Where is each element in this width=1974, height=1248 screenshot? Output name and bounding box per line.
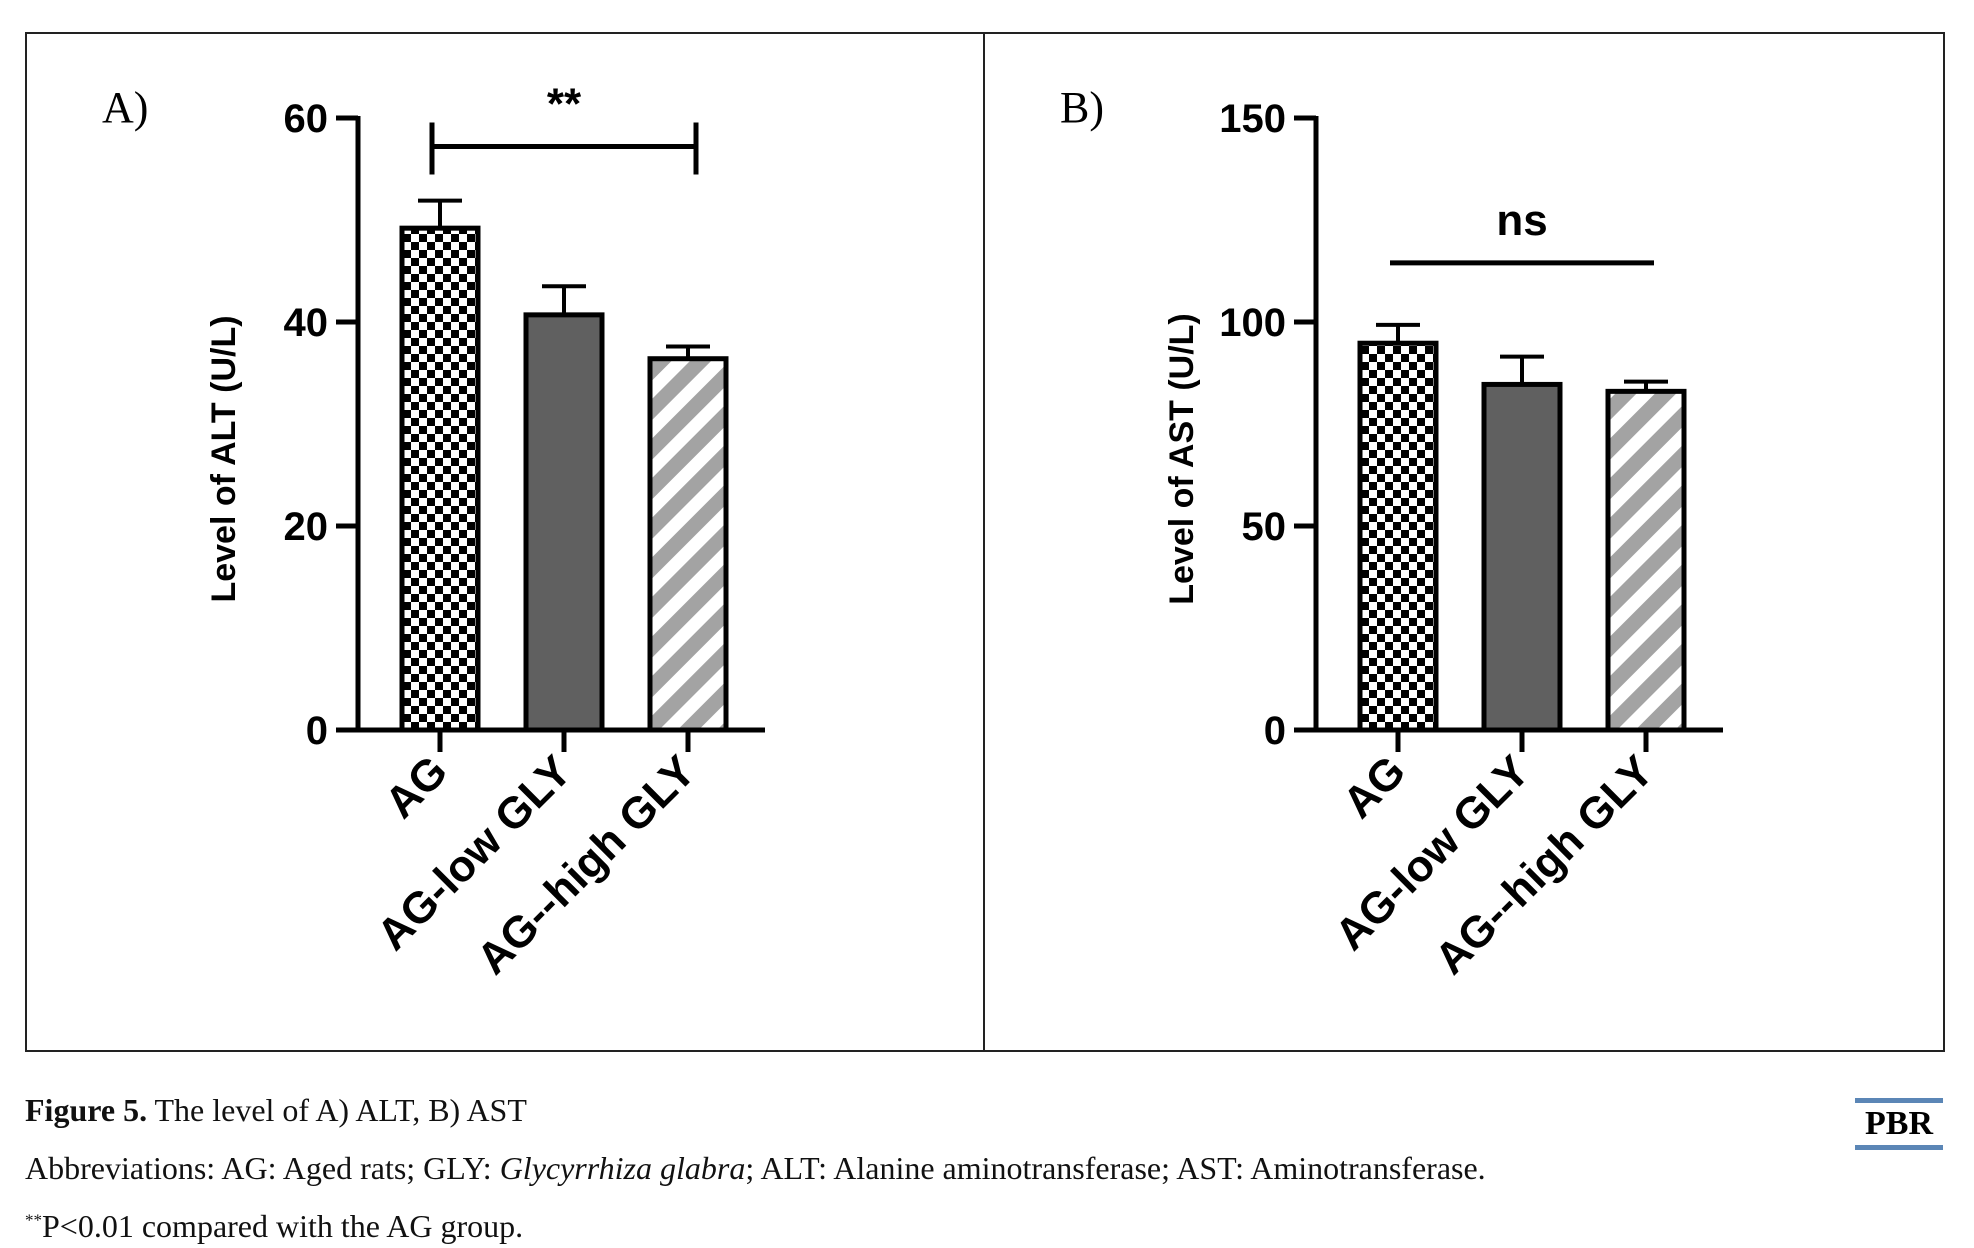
y-tick-label-a-20: 20 xyxy=(284,505,329,549)
note-marker: ** xyxy=(25,1210,42,1230)
bar-b-2 xyxy=(1605,388,1687,733)
error-bar-b-0 xyxy=(1376,322,1420,344)
bar-a-1 xyxy=(523,312,605,733)
figure-title: The level of A) ALT, B) AST xyxy=(147,1092,527,1128)
bar-b-1 xyxy=(1481,381,1563,733)
error-bar-b-1 xyxy=(1500,354,1544,385)
category-label-a-2: AG--high GLY xyxy=(468,746,705,983)
journal-logo: PBR xyxy=(1855,1098,1943,1150)
category-label-b-0: AG xyxy=(1334,746,1415,827)
y-tick-label-b-150: 150 xyxy=(1219,97,1286,141)
y-axis-title-a: Level of ALT (U/L) xyxy=(205,315,243,602)
error-bar-a-2 xyxy=(666,344,710,359)
abbrev-prefix: Abbreviations: AG: Aged rats; GLY: xyxy=(25,1150,500,1186)
figure-caption-title: Figure 5. The level of A) ALT, B) AST xyxy=(25,1092,527,1129)
abbrev-species: Glycyrrhiza glabra xyxy=(499,1150,746,1186)
figure-caption-abbreviations: Abbreviations: AG: Aged rats; GLY: Glycy… xyxy=(25,1150,1486,1187)
panel-label-b: B) xyxy=(1060,83,1104,132)
panel-label-a: A) xyxy=(102,83,148,132)
bar-a-2 xyxy=(647,356,729,733)
error-bar-a-0 xyxy=(418,198,462,229)
figure-label: Figure 5. xyxy=(25,1092,148,1128)
figure-caption-note: **P<0.01 compared with the AG group. xyxy=(25,1208,523,1245)
y-tick-label-b-100: 100 xyxy=(1219,301,1286,345)
error-bar-b-2 xyxy=(1624,379,1668,392)
y-tick-label-a-60: 60 xyxy=(284,97,329,141)
bar-b-0 xyxy=(1357,340,1439,733)
y-tick-label-a-0: 0 xyxy=(306,709,328,753)
y-tick-label-a-40: 40 xyxy=(284,301,329,345)
significance-label-a: ** xyxy=(547,80,582,129)
y-axis-title-b: Level of AST (U/L) xyxy=(1163,313,1201,605)
figure-frame xyxy=(25,32,1945,1052)
journal-logo-text: PBR xyxy=(1865,1105,1933,1142)
y-tick-label-b-0: 0 xyxy=(1264,709,1286,753)
significance-bracket-a xyxy=(429,122,699,175)
y-tick-label-b-50: 50 xyxy=(1242,505,1287,549)
bar-a-0 xyxy=(399,225,481,733)
category-label-b-2: AG--high GLY xyxy=(1426,746,1663,983)
note-text: P<0.01 compared with the AG group. xyxy=(42,1208,524,1244)
abbrev-suffix: ; ALT: Alanine aminotransferase; AST: Am… xyxy=(745,1150,1486,1186)
significance-label-b: ns xyxy=(1496,196,1547,245)
error-bar-a-1 xyxy=(542,284,586,315)
panel-divider xyxy=(983,32,985,1052)
category-label-a-0: AG xyxy=(376,746,457,827)
